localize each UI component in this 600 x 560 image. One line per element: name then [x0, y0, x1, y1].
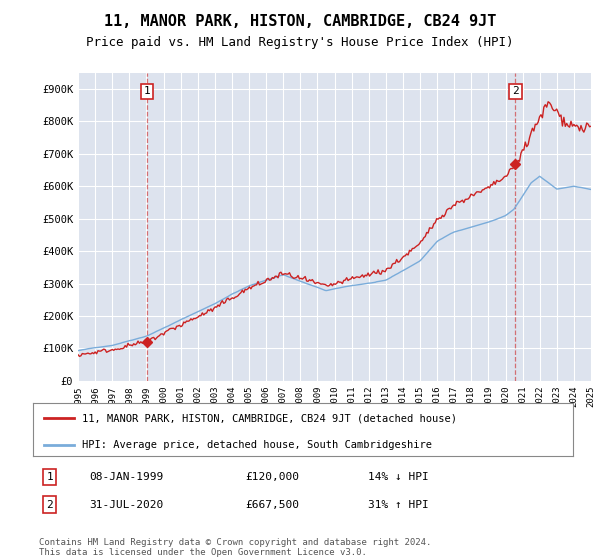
Text: Contains HM Land Registry data © Crown copyright and database right 2024.
This d: Contains HM Land Registry data © Crown c…	[38, 538, 431, 557]
Text: 31% ↑ HPI: 31% ↑ HPI	[368, 500, 428, 510]
Text: 1: 1	[46, 472, 53, 482]
Text: HPI: Average price, detached house, South Cambridgeshire: HPI: Average price, detached house, Sout…	[82, 440, 431, 450]
Text: 2: 2	[512, 86, 519, 96]
Text: 1: 1	[143, 86, 150, 96]
Text: Price paid vs. HM Land Registry's House Price Index (HPI): Price paid vs. HM Land Registry's House …	[86, 36, 514, 49]
Text: 2: 2	[46, 500, 53, 510]
Text: 31-JUL-2020: 31-JUL-2020	[89, 500, 163, 510]
Text: 11, MANOR PARK, HISTON, CAMBRIDGE, CB24 9JT: 11, MANOR PARK, HISTON, CAMBRIDGE, CB24 …	[104, 14, 496, 29]
Text: 08-JAN-1999: 08-JAN-1999	[89, 472, 163, 482]
Text: 11, MANOR PARK, HISTON, CAMBRIDGE, CB24 9JT (detached house): 11, MANOR PARK, HISTON, CAMBRIDGE, CB24 …	[82, 413, 457, 423]
Text: 14% ↓ HPI: 14% ↓ HPI	[368, 472, 428, 482]
Text: £120,000: £120,000	[245, 472, 299, 482]
Text: £667,500: £667,500	[245, 500, 299, 510]
